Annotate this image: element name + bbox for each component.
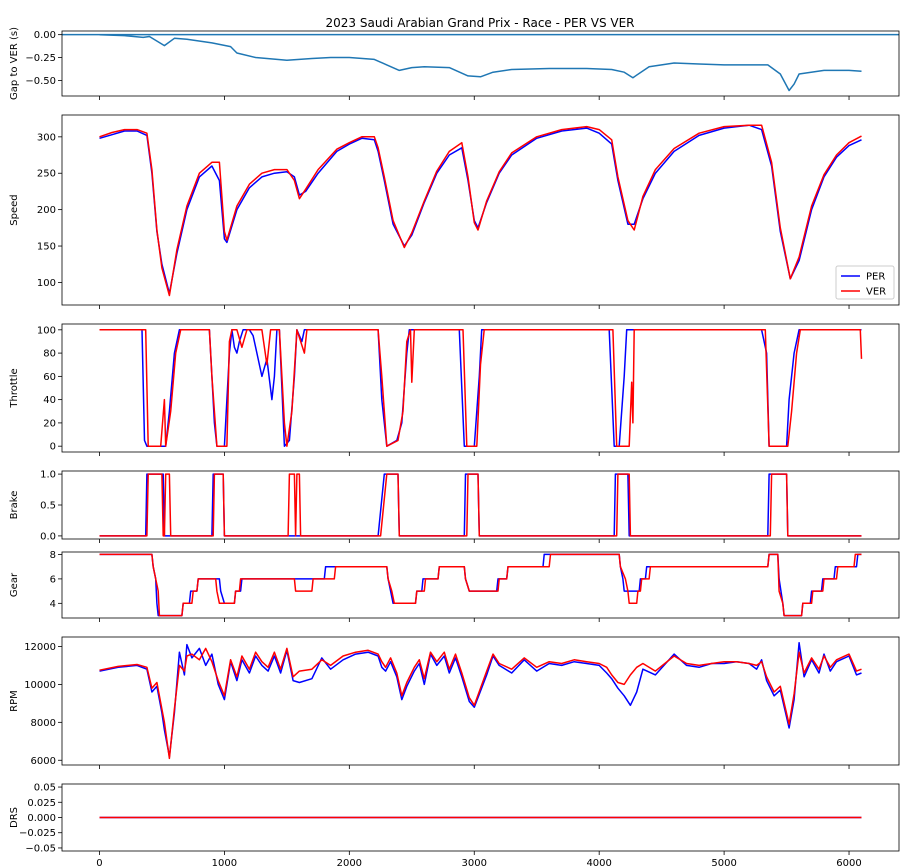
- gear-axis-label: Gear: [9, 572, 20, 597]
- throttle-ytick-label: 40: [43, 395, 56, 406]
- throttle-frame: [61, 323, 900, 453]
- gear-series-ver: [99, 553, 862, 617]
- chart-title: 2023 Saudi Arabian Grand Prix - Race - P…: [326, 16, 635, 30]
- x-tick-label: 5000: [711, 858, 736, 867]
- drs-ytick-label: −0.025: [19, 828, 56, 839]
- brake-ytick-label: 1.0: [40, 470, 56, 481]
- gap-series-gap: [99, 33, 862, 92]
- brake-frame: [61, 470, 900, 540]
- brake-axis-label: Brake: [9, 491, 20, 520]
- speed-frame: [61, 114, 900, 306]
- x-tick-label: 0: [96, 858, 102, 867]
- drs-frame: [61, 783, 900, 852]
- rpm-series-per: [99, 641, 862, 758]
- panel-brake: 0.0 0.5 1.0 Brake: [9, 470, 900, 543]
- throttle-ytick-label: 0: [50, 442, 56, 453]
- gap-ytick-label: 0.00: [34, 30, 56, 41]
- drs-axis-label: DRS: [9, 807, 20, 828]
- gap-axis-label: Gap to VER (s): [9, 27, 20, 100]
- gear-ytick-label: 6: [50, 574, 56, 585]
- gap-ytick-label: −0.25: [25, 53, 56, 64]
- legend-label-per: PER: [866, 272, 885, 283]
- speed-ytick-label: 250: [37, 169, 56, 180]
- rpm-axis-label: RPM: [9, 690, 20, 712]
- speed-ytick-label: 300: [37, 132, 56, 143]
- brake-series-ver: [99, 473, 862, 537]
- panel-throttle: 0 20 40 60 80 100 Throttle: [9, 323, 900, 456]
- throttle-series-ver: [99, 329, 863, 447]
- gear-ytick-label: 8: [50, 550, 56, 561]
- brake-ytick-label: 0.0: [40, 531, 56, 542]
- x-tick-label: 2000: [337, 858, 362, 867]
- panel-speed: 100 150 200 250 300 Speed PER VER: [9, 114, 900, 309]
- rpm-frame: [61, 636, 900, 766]
- panel-drs: 0.05 0.025 0.000 −0.025 −0.05 0 1000 2000 3000 40…: [9, 783, 900, 867]
- throttle-axis-label: Throttle: [9, 368, 20, 408]
- panel-rpm: 6000 8000 10000 12000 RPM: [9, 636, 900, 769]
- speed-axis-label: Speed: [9, 194, 20, 225]
- gear-frame: [61, 551, 900, 619]
- speed-ytick-label: 150: [37, 242, 56, 253]
- x-tick-label: 3000: [462, 858, 487, 867]
- drs-ytick-label: 0.000: [27, 813, 56, 824]
- throttle-ytick-label: 20: [43, 418, 56, 429]
- rpm-ytick-label: 8000: [31, 718, 56, 729]
- panel-gap: 0.00 −0.25 −0.50 Gap to VER (s): [9, 27, 900, 100]
- rpm-series-ver: [99, 647, 862, 760]
- gear-ytick-label: 4: [50, 599, 56, 610]
- speed-ytick-label: 200: [37, 205, 56, 216]
- drs-ytick-label: 0.05: [34, 783, 56, 794]
- gap-frame: [61, 30, 900, 97]
- throttle-ytick-label: 100: [37, 325, 56, 336]
- panel-gear: 4 6 8 Gear: [9, 550, 900, 622]
- rpm-ytick-label: 6000: [31, 756, 56, 767]
- speed-ytick-label: 100: [37, 278, 56, 289]
- x-tick-label: 1000: [212, 858, 237, 867]
- legend-label-ver: VER: [866, 287, 886, 298]
- drs-ytick-label: 0.025: [27, 798, 56, 809]
- drs-ytick-label: −0.05: [25, 843, 56, 854]
- x-tick-label: 4000: [586, 858, 611, 867]
- x-tick-label: 6000: [836, 858, 861, 867]
- rpm-ytick-label: 10000: [24, 680, 56, 691]
- brake-ytick-label: 0.5: [40, 501, 56, 512]
- speed-series-ver: [99, 124, 862, 297]
- rpm-ytick-label: 12000: [24, 642, 56, 653]
- gap-ytick-label: −0.50: [25, 76, 56, 87]
- throttle-ytick-label: 80: [43, 349, 56, 360]
- throttle-ytick-label: 60: [43, 372, 56, 383]
- legend: PER VER: [835, 265, 895, 300]
